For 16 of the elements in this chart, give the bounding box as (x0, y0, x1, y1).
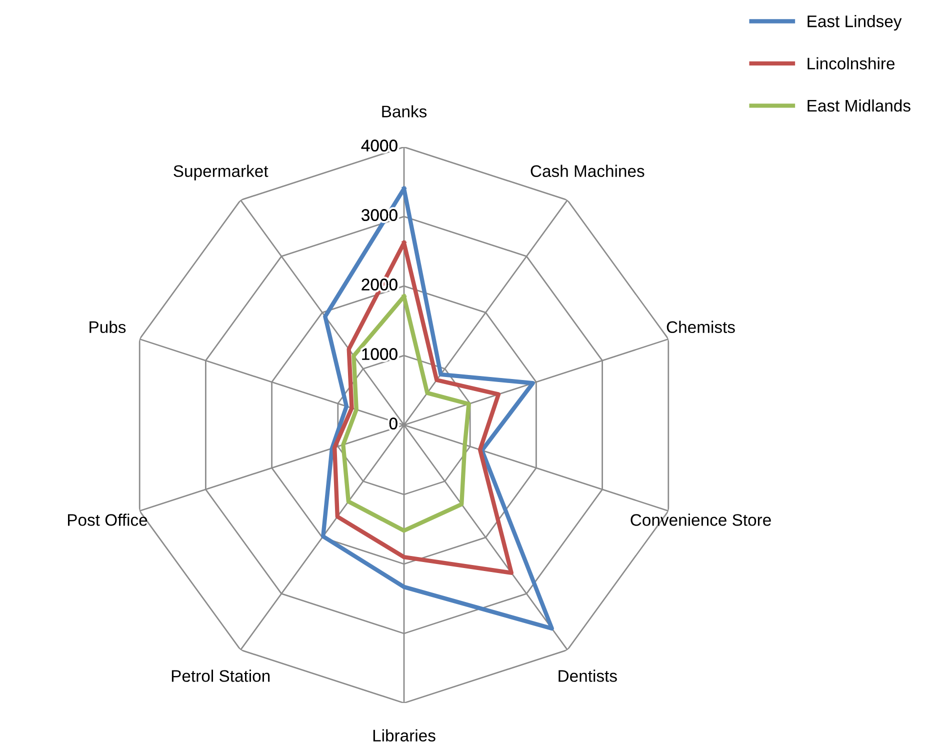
spoke-label: Supermarket (174, 164, 268, 180)
legend-label: Lincolnshire (808, 57, 895, 70)
y-tick-label: 4000 (361, 140, 398, 152)
legend-label: East Lindsey (808, 15, 902, 31)
spoke-label: Pubs (90, 320, 126, 334)
spoke-label: Cash Machines (530, 164, 644, 178)
spoke-label: Dentists (558, 670, 617, 682)
spoke-label: Post Office (68, 514, 148, 526)
y-tick-label: 1000 (362, 348, 398, 360)
legend-label: East Midlands (808, 99, 910, 112)
spoke-label: Convenience Store (630, 514, 771, 526)
spoke-label: Chemists (666, 320, 735, 334)
spoke-label: Libraries (373, 729, 436, 742)
y-tick-label: 0 (389, 418, 398, 430)
spoke-label: Banks (382, 105, 427, 118)
spoke-label: Petrol Station (172, 670, 270, 682)
